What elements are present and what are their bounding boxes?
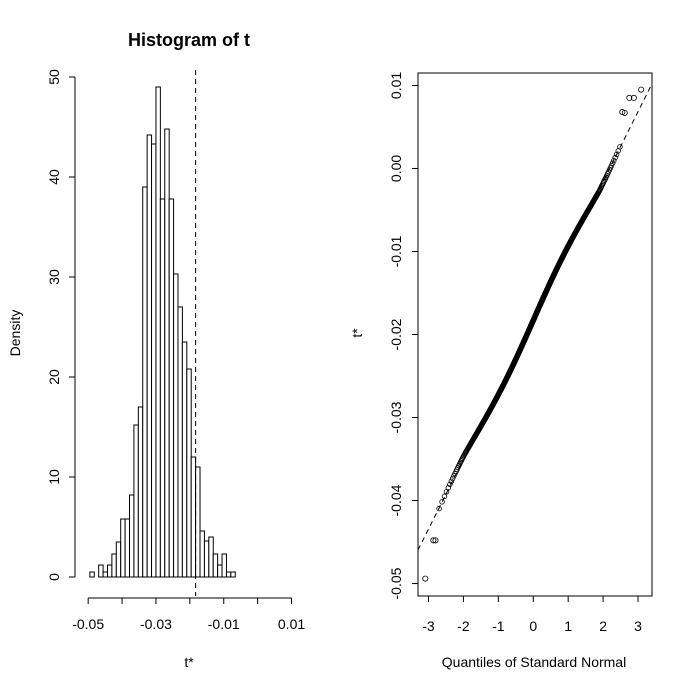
- histogram-x-axis: -0.05 -0.03 -0.01 0.01: [72, 597, 305, 632]
- histogram-bar: [190, 456, 197, 578]
- histogram-bar: [133, 424, 139, 578]
- histogram-bar: [230, 571, 236, 578]
- histogram-bar: [173, 273, 179, 578]
- qq-reference-line: [417, 83, 653, 551]
- histogram-bar: [186, 368, 192, 578]
- qq-point: [432, 537, 439, 544]
- histogram-title: Histogram of t: [128, 30, 250, 50]
- qq-x-tick-label: -3: [422, 618, 435, 634]
- histogram-y-label: Density: [7, 310, 23, 357]
- histogram-bar: [155, 86, 161, 578]
- qq-y-tick-label: -0.05: [388, 567, 404, 599]
- histogram-bar: [168, 198, 175, 578]
- qq-x-tick-label: -2: [457, 618, 470, 634]
- histogram-bar: [106, 564, 113, 578]
- qq-y-label: t*: [349, 328, 365, 338]
- histogram-bar: [124, 518, 131, 578]
- histogram-y-tick-label: 20: [46, 369, 62, 385]
- qq-point: [448, 478, 455, 484]
- qq-y-tick-label: -0.03: [388, 401, 404, 433]
- qq-x-axis: -3 -2 -1 0 1 2 3: [422, 596, 642, 634]
- histogram-x-tick-label: 0.01: [278, 616, 305, 632]
- qq-point: [422, 575, 429, 582]
- histogram-bar: [199, 530, 205, 578]
- histogram-bar: [221, 553, 227, 578]
- qq-y-tick-label: -0.02: [388, 318, 404, 350]
- histogram-y-tick-label: 40: [46, 169, 62, 185]
- qq-x-tick-label: 3: [634, 618, 642, 634]
- qq-point: [449, 475, 456, 482]
- histogram-panel: Histogram of t -0.05 -0.03 -0.01 0.01 0 10 20…: [7, 30, 305, 670]
- qq-plot-frame: [417, 72, 653, 597]
- histogram-bar: [177, 306, 183, 578]
- qq-point: [447, 481, 453, 488]
- histogram-bar: [111, 553, 117, 578]
- histogram-bar: [217, 564, 223, 578]
- qq-point: [436, 505, 442, 512]
- histogram-y-tick-label: 10: [46, 469, 62, 485]
- qq-point: [626, 94, 633, 101]
- histogram-bar: [208, 536, 214, 578]
- qq-x-tick-label: -1: [492, 618, 505, 634]
- qq-point: [619, 109, 626, 116]
- histogram-x-tick-label: -0.05: [72, 616, 104, 632]
- histogram-y-tick-label: 0: [46, 573, 62, 581]
- histogram-bar: [203, 540, 210, 578]
- histogram-y-tick-label: 50: [46, 69, 62, 85]
- histogram-bar: [129, 494, 135, 578]
- qq-points: [422, 86, 645, 582]
- qq-point: [441, 493, 448, 500]
- histogram-y-tick-label: 30: [46, 269, 62, 285]
- qq-x-tick-label: 1: [564, 618, 572, 634]
- histogram-x-label: t*: [184, 654, 194, 670]
- histogram-y-axis: 0 10 20 30 40 50: [46, 69, 76, 581]
- qq-point: [638, 86, 645, 93]
- histogram-bar: [225, 571, 232, 578]
- histogram-bar: [146, 134, 153, 578]
- histogram-bar: [195, 466, 201, 578]
- qq-x-tick-label: 2: [599, 618, 607, 634]
- histogram-bar: [142, 186, 148, 578]
- qq-y-axis: -0.05 -0.04 -0.03 -0.02 -0.01 0.00 0.01: [388, 72, 418, 600]
- qq-y-tick-label: -0.01: [388, 235, 404, 267]
- qq-point: [612, 154, 618, 161]
- histogram-bar: [120, 518, 126, 578]
- histogram-bar: [98, 564, 104, 578]
- qq-point: [445, 485, 452, 491]
- qq-point: [621, 109, 628, 116]
- histogram-bar: [137, 406, 144, 578]
- qq-x-label: Quantiles of Standard Normal: [442, 654, 626, 670]
- qq-y-tick-label: 0.01: [388, 72, 404, 99]
- histogram-bar: [102, 571, 108, 578]
- histogram-bar: [159, 198, 166, 578]
- qq-point: [617, 144, 623, 150]
- histogram-x-tick-label: -0.03: [140, 616, 172, 632]
- qq-plot-panel: -3 -2 -1 0 1 2 3 -0.05 -0.04 -0.03 -0.02 -0.01 0.00…: [349, 72, 653, 670]
- histogram-bars: [89, 86, 236, 578]
- histogram-bar: [164, 128, 170, 578]
- histogram-bar: [212, 553, 219, 578]
- histogram-x-tick-label: -0.01: [208, 616, 240, 632]
- qq-x-tick-label: 0: [529, 618, 537, 634]
- histogram-bar: [115, 541, 122, 578]
- qq-point: [630, 94, 637, 101]
- histogram-bar: [181, 341, 188, 578]
- histogram-bar: [89, 571, 95, 578]
- qq-y-tick-label: 0.00: [388, 155, 404, 182]
- qq-point: [609, 160, 616, 166]
- qq-y-tick-label: -0.04: [388, 484, 404, 516]
- qq-point: [439, 499, 445, 505]
- qq-point: [611, 157, 617, 164]
- histogram-bar: [151, 143, 157, 578]
- qq-point: [430, 537, 437, 544]
